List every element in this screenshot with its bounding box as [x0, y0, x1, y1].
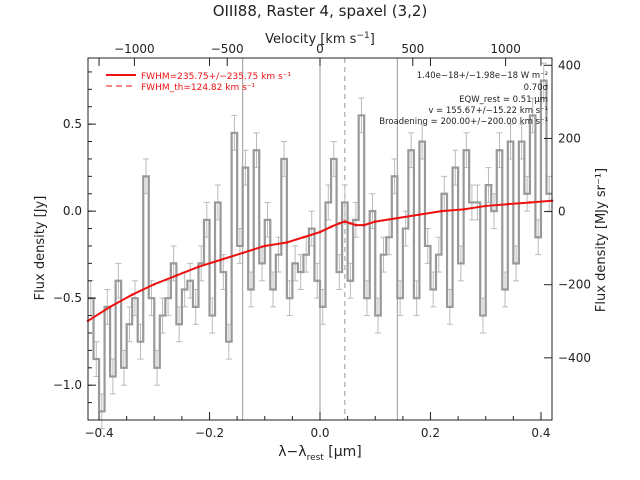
fit-point [343, 220, 347, 223]
fit-point [152, 282, 156, 286]
fit-point [462, 208, 465, 211]
right-tick-label: −200 [558, 278, 591, 292]
right-tick-label: 0 [558, 205, 566, 219]
fit-point [528, 201, 532, 204]
y-axis-label: Flux density [Jy] [33, 196, 48, 301]
x-tick-label: 0.2 [421, 426, 440, 440]
right-tick-label: −400 [558, 351, 591, 365]
right-axis-label: Flux density [MJy sr⁻¹] [594, 168, 609, 312]
x-tick-label: 0.0 [310, 426, 329, 440]
x-tick-label: 0.4 [531, 426, 550, 440]
fit-point [418, 213, 421, 216]
fit-point [362, 223, 366, 227]
top-tick-label: −1000 [114, 42, 155, 56]
fit-point [263, 244, 267, 248]
legend: FWHM=235.75+/−235.75 km s⁻¹ FWHM_th=124.… [106, 72, 291, 93]
data-step-line [88, 79, 552, 413]
top-tick-label: 500 [401, 42, 424, 56]
annotation-velocity: v = 155.67+/−15.22 km s⁻¹ [428, 106, 548, 116]
fit-point [354, 223, 358, 227]
annotation-block: 1.40e−18+/−1.98e−18 W m⁻² 0.70σ EQW_rest… [379, 71, 548, 127]
y-tick-label: −1.0 [53, 378, 82, 392]
fit-point [108, 305, 112, 309]
fit-point [130, 293, 134, 296]
fit-point [219, 258, 222, 262]
fit-point [440, 209, 443, 213]
fit-point [396, 216, 399, 220]
x-tick-label: −0.4 [84, 426, 113, 440]
annotation-broadening: Broadening = 200.00+/−200.00 km s⁻¹ [379, 117, 548, 127]
fit-point [484, 204, 488, 208]
y-tick-label: 0.5 [63, 117, 82, 131]
fit-point [338, 222, 341, 225]
legend-label-fwhm-th: FWHM_th=124.82 km s⁻¹ [141, 83, 256, 93]
x-axis-label: λ−λrest [μm] [278, 444, 362, 463]
fit-point [285, 241, 289, 244]
fit-point [318, 230, 322, 234]
top-tick-label: −500 [211, 42, 244, 56]
fit-point [329, 225, 333, 229]
annotation-sigma: 0.70σ [524, 83, 549, 93]
fit-point [506, 202, 510, 206]
fit-point [349, 222, 352, 225]
fit-point [197, 265, 200, 269]
y-tick-label: −0.5 [53, 291, 82, 305]
fit-points [86, 199, 554, 323]
annotation-flux: 1.40e−18+/−1.98e−18 W m⁻² [417, 71, 548, 81]
x-tick-label: −0.2 [195, 426, 224, 440]
right-tick-label: 400 [558, 58, 581, 72]
top-tick-label: 0 [316, 42, 324, 56]
y-tick-label: 0.0 [63, 204, 82, 218]
fit-point [302, 235, 305, 239]
fit-point [241, 251, 244, 255]
right-tick-label: 200 [558, 131, 581, 145]
top-axis-label: Velocity [km s−1] [265, 31, 375, 47]
legend-label-fwhm: FWHM=235.75+/−235.75 km s⁻¹ [141, 72, 291, 82]
plot-area: −0.4 −0.2 0.0 0.2 0.4 −1.0 −0.5 0.0 0.5 −1000 −500… [53, 42, 591, 440]
annotation-eqw: EQW_rest = 0.51 μm [459, 95, 548, 105]
chart-title: OIII88, Raster 4, spaxel (3,2) [213, 2, 428, 20]
fit-point [373, 220, 377, 223]
top-tick-label: 1000 [490, 42, 521, 56]
fit-point [175, 274, 178, 277]
